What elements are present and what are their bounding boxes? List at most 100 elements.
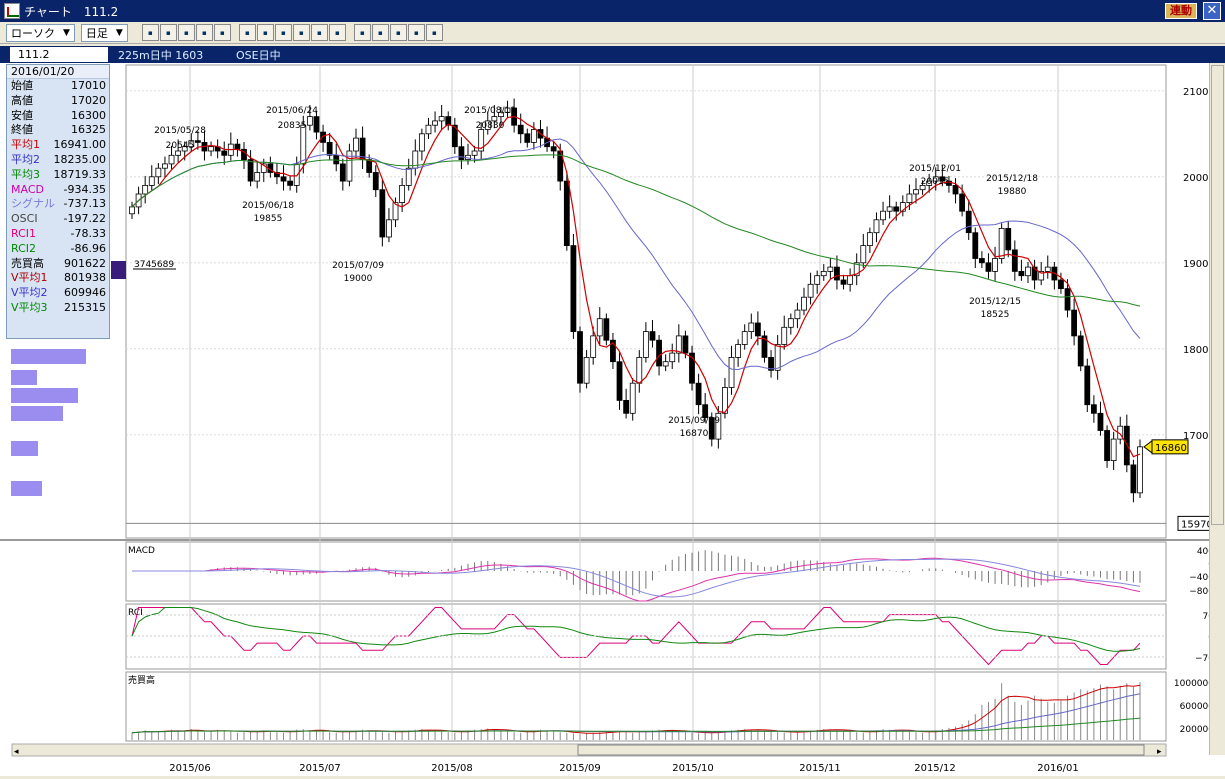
candle	[781, 326, 788, 345]
symbol-info-bar: 111.2 225m日中 1603 OSE日中	[0, 46, 1225, 63]
candle	[649, 331, 656, 341]
volume-profile-bar	[11, 349, 86, 364]
chart-area[interactable]: 2015/06 2015/07 2015/08 2015/09 2015/10 2015/…	[0, 63, 1225, 776]
ruler-icon[interactable]: ▪	[328, 24, 346, 41]
annotation-date: 2015/09/29	[668, 416, 720, 426]
candle	[129, 206, 135, 215]
x-tick-label: 2015/08	[431, 763, 473, 774]
candle	[965, 210, 972, 234]
panel-row-value: 16941.00	[53, 138, 107, 152]
pen-icon[interactable]: ▪	[353, 24, 371, 41]
candle	[247, 159, 254, 182]
annotation-value: 18525	[981, 310, 1010, 320]
candle	[168, 154, 175, 165]
candle	[787, 318, 794, 328]
annotation-value: 19880	[998, 187, 1027, 197]
link-badge-button[interactable]: 連動	[1165, 3, 1197, 19]
select-icon[interactable]: ▪	[256, 24, 274, 41]
toolbar-icons: ▪ ▪ ▪ ▪ ▪ ▪ ▪ ▪ ▪ ▪ ▪ ▪ ▪ ▪ ▪ ▪	[141, 24, 443, 41]
candle	[596, 318, 603, 337]
candle	[451, 124, 458, 148]
panel-row-value: 18719.33	[53, 167, 107, 181]
candle	[458, 146, 465, 160]
chart-svg[interactable]: 2015/06 2015/07 2015/08 2015/09 2015/10 2015/…	[0, 63, 1225, 776]
annotation-date: 2015/12/15	[969, 297, 1021, 307]
x-tick-label: 2016/01	[1037, 763, 1079, 774]
candle	[827, 266, 834, 272]
volume-title: 売買高	[128, 674, 155, 686]
macd-axis-label: −800	[1189, 587, 1214, 597]
panel-row-label: V平均3	[11, 300, 48, 314]
candle	[629, 382, 636, 414]
candle	[155, 167, 162, 178]
eraser-icon[interactable]: ▪	[389, 24, 407, 41]
symbol-code-input[interactable]: 111.2	[10, 47, 108, 62]
fa-icon[interactable]: ▪	[213, 24, 231, 41]
annotation-date: 2015/12/18	[986, 174, 1038, 184]
candle	[623, 399, 630, 414]
candle	[728, 356, 735, 388]
y-tick-label: 21000	[1183, 87, 1215, 98]
candle	[860, 245, 867, 264]
x-tick-label: 2015/09	[559, 763, 601, 774]
panel-row-label: V平均1	[11, 271, 48, 285]
panel-row-value: 17010	[71, 79, 106, 92]
candle	[142, 185, 149, 195]
x-tick-label: 2015/06	[169, 763, 211, 774]
ohlc-info-panel: 2016/01/20 始値 17010 高値 17020 安値 16300 終値 16325 平…	[6, 64, 110, 339]
close-button[interactable]: ✕	[1203, 2, 1221, 20]
chart-app-icon	[4, 3, 20, 19]
chart-type-select[interactable]: ローソク ▼	[6, 23, 75, 42]
zoom-icon[interactable]: ▪	[292, 24, 310, 41]
candle	[570, 245, 577, 333]
candle	[234, 143, 241, 150]
horizontal-scroll-thumb	[577, 744, 1145, 756]
candle	[287, 180, 294, 186]
rci2-line	[131, 607, 1141, 652]
candle	[445, 116, 452, 126]
candle	[675, 335, 682, 354]
panel-row: MACD -934.35	[7, 183, 109, 198]
candle	[208, 146, 214, 152]
annotation-date: 2015/07/09	[332, 261, 384, 271]
cross-icon[interactable]: ▪	[274, 24, 292, 41]
candle	[1130, 464, 1137, 494]
panel-row-label: RCI1	[11, 226, 37, 240]
candle	[715, 412, 722, 440]
volume-profile-bar	[11, 481, 42, 496]
line-icon[interactable]: ▪	[141, 24, 159, 41]
panel-row: 始値 17010	[7, 79, 109, 94]
candle	[471, 150, 478, 156]
candle	[577, 331, 583, 384]
candle	[530, 129, 537, 143]
candle	[221, 150, 228, 156]
chart-type-label: ローソク	[11, 26, 55, 40]
volume-axis-label: 200000	[1180, 725, 1215, 735]
candle	[280, 176, 287, 182]
compare-icon[interactable]: ▪	[238, 24, 256, 41]
calc-icon[interactable]: ▪	[310, 24, 328, 41]
panel-row-label: OSCI	[11, 212, 38, 226]
volume-profile-marker	[111, 261, 126, 279]
mre-icon[interactable]: ▪	[195, 24, 213, 41]
volume-pane	[125, 671, 1167, 742]
volume-profile-bar	[11, 370, 37, 385]
panel-row: 安値 16300	[7, 109, 109, 124]
scrollbar-thumb[interactable]	[1211, 65, 1224, 525]
candle	[1018, 270, 1025, 277]
period-select[interactable]: 日足 ▼	[80, 23, 128, 42]
ma-icon[interactable]: ▪	[159, 24, 177, 41]
trend-icon[interactable]: ▪	[425, 24, 443, 41]
ma2-line	[131, 138, 1141, 371]
candle	[978, 258, 985, 264]
bb-icon[interactable]: ▪	[177, 24, 195, 41]
cursor-icon[interactable]: ▪	[371, 24, 389, 41]
candle	[1110, 438, 1117, 462]
settings-icon[interactable]: ▪	[407, 24, 425, 41]
panel-row-value: 16325	[71, 123, 106, 137]
panel-row-value: 609946	[64, 286, 106, 300]
candle	[992, 258, 998, 272]
panel-date: 2016/01/20	[7, 65, 109, 79]
vertical-scrollbar[interactable]	[1209, 63, 1225, 755]
candle	[998, 227, 1005, 259]
